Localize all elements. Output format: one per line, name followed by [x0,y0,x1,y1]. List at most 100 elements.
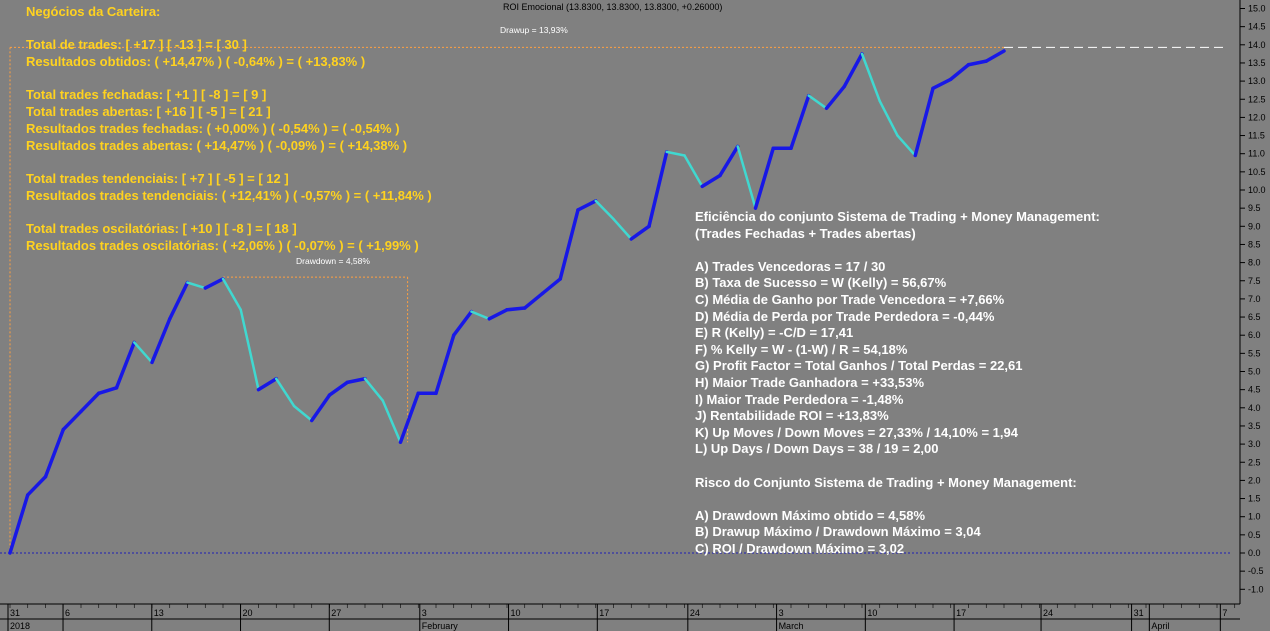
y-tick-label: 3.5 [1248,421,1261,431]
drawdown-label: Drawdown = 4,58% [296,256,370,266]
y-tick-label: 6.5 [1248,312,1261,322]
efficiency-line [695,458,1100,475]
down-segment [860,52,881,103]
efficiency-line: K) Up Moves / Down Moves = 27,33% / 14,1… [695,424,1018,440]
efficiency-line: F) % Kelly = W - (1-W) / R = 54,18% [695,341,908,357]
up-segment [256,377,278,392]
up-segment [97,386,119,396]
down-segment [186,281,207,290]
up-segment [789,93,811,151]
y-tick-label: 12.5 [1248,94,1266,104]
summary-line [26,204,432,221]
y-tick-label: 7.5 [1248,276,1261,286]
up-segment [310,393,332,423]
summary-line: Total trades fechadas: [ +1 ] [ -8 ] = [… [26,87,267,103]
down-segment [292,404,313,422]
y-tick-label: 14.0 [1248,40,1266,50]
y-tick-label: 12.0 [1248,112,1266,122]
efficiency-line: (Trades Fechadas + Trades abertas) [695,225,916,241]
y-tick-label: 6.0 [1248,330,1261,340]
summary-line: Resultados trades fechadas: ( +0,00% ) (… [26,120,400,136]
down-segment [896,134,917,157]
summary-line: Total trades tendenciais: [ +7 ] [ -5 ] … [26,170,289,186]
up-segment [913,86,935,158]
x-tick-label: 20 [243,608,253,618]
down-segment [363,377,384,402]
x-axis: 31 2018 6 13 20 27 3 February 10 17 24 3 March 10 17 24… [0,603,1240,631]
summary-line: Resultados trades tendenciais: ( +12,41%… [26,187,432,203]
up-segment [150,317,172,365]
x-tick-label: 24 [690,608,700,618]
up-segment [523,291,545,310]
y-tick-label: 2.5 [1248,457,1261,467]
summary-line: Total trades abertas: [ +16 ] [ -5 ] = [… [26,104,271,120]
down-segment [133,341,154,364]
up-segment [168,280,190,321]
y-tick-label: 7.0 [1248,294,1261,304]
efficiency-line: A) Drawdown Máximo obtido = 4,58% [695,507,926,523]
x-period-label: 2018 [10,621,30,631]
down-segment [665,150,686,157]
up-segment [718,144,740,178]
up-segment [43,427,65,479]
up-segment [203,277,225,290]
x-period-label: February [422,621,459,631]
efficiency-line: D) Média de Perda por Trade Perdedora = … [695,308,995,324]
y-tick-label: 10.0 [1248,185,1266,195]
up-segment [753,146,775,210]
y-tick-label: 0.0 [1248,548,1261,558]
efficiency-line: C) Média de Ganho por Trade Vencedora = … [695,291,1005,307]
x-tick-label: 3 [779,608,784,618]
down-segment [736,145,757,210]
efficiency-line: L) Up Days / Down Days = 38 / 19 = 2,00 [695,441,939,457]
up-segment [558,208,580,281]
y-tick-label: -1.0 [1248,584,1264,594]
y-tick-label: 5.0 [1248,367,1261,377]
down-segment [239,308,260,391]
summary-line: Total trades oscilatórias: [ +10 ] [ -8 … [26,220,297,236]
down-segment [807,94,828,110]
y-tick-label: 8.0 [1248,258,1261,268]
up-segment [576,199,598,212]
x-tick-label: 31 [1134,608,1144,618]
up-segment [487,308,509,321]
x-tick-label: 24 [1043,608,1053,618]
down-segment [221,277,242,312]
down-segment [381,399,402,444]
down-segment [878,99,899,137]
up-segment [949,63,971,82]
y-tick-label: 1.0 [1248,512,1261,522]
up-segment [842,52,864,89]
y-tick-label: 13.0 [1248,76,1266,86]
y-tick-label: -0.5 [1248,566,1264,576]
up-segment [79,391,101,414]
drawup-label: Drawup = 13,93% [500,25,568,35]
y-tick-label: 10.5 [1248,167,1266,177]
summary-line: Resultados obtidos: ( +14,47% ) ( -0,64%… [26,54,366,70]
roi-series [8,49,1006,555]
y-tick-label: 2.0 [1248,475,1261,485]
x-tick-label: 7 [1222,608,1227,618]
efficiency-line: H) Maior Trade Ganhadora = +33,53% [695,374,925,390]
up-segment [61,409,83,432]
up-segment [647,150,669,229]
y-tick-label: 1.5 [1248,494,1261,504]
chart-title: ROI Emocional (13.8300, 13.8300, 13.8300… [503,2,722,12]
x-tick-label: 10 [867,608,877,618]
up-segment [824,84,846,111]
summary-line [26,71,432,88]
efficiency-line: C) ROI / Drawdown Máximo = 3,02 [695,540,905,556]
efficiency-line: E) R (Kelly) = -C/D = 17,41 [695,325,854,341]
x-tick-label: 3 [422,608,427,618]
up-segment [700,173,722,189]
efficiency-line: B) Drawup Máximo / Drawdown Máximo = 3,0… [695,524,981,540]
efficiency-panel: Eficiência do conjunto Sistema de Tradin… [695,209,1100,557]
portfolio-summary-title: Negócios da Carteira: [26,4,161,19]
y-tick-label: 9.5 [1248,203,1261,213]
summary-line: Resultados trades abertas: ( +14,47% ) (… [26,137,408,153]
up-segment [114,340,136,390]
y-tick-label: 11.0 [1248,149,1265,159]
efficiency-line [695,491,1100,508]
